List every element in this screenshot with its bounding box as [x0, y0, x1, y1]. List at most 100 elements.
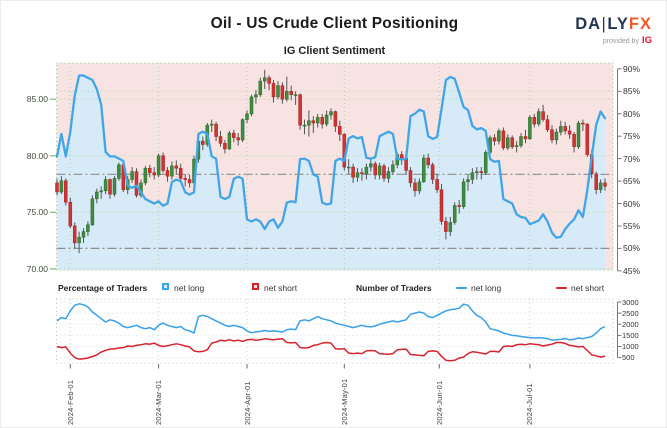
- candle-body: [572, 134, 576, 147]
- candle-body: [519, 136, 523, 146]
- candle-body: [550, 129, 554, 141]
- pct-net-long-swatch: [162, 283, 169, 290]
- count-axis-label: 3000: [622, 297, 639, 307]
- candle-body: [373, 163, 377, 176]
- candle-body: [377, 165, 382, 176]
- candle-body: [470, 172, 475, 180]
- net-long-area: [57, 75, 605, 270]
- count-axis-label: 500: [622, 353, 635, 363]
- candle-body: [245, 113, 249, 120]
- candle-body: [422, 157, 426, 183]
- candle-body: [581, 122, 585, 125]
- candle-body: [532, 117, 537, 125]
- candle-body: [130, 171, 134, 180]
- candle-body: [475, 171, 479, 173]
- candle-body: [209, 123, 214, 126]
- candle-body: [174, 165, 179, 169]
- candle-body: [99, 190, 103, 193]
- candle-body: [329, 111, 333, 116]
- pct-net-short-label: net short: [264, 283, 298, 293]
- candle-body: [112, 178, 117, 195]
- candle-body: [232, 132, 236, 138]
- candle-body: [134, 171, 139, 196]
- pct-axis-label: 70%: [623, 153, 641, 164]
- candle-body: [435, 179, 439, 190]
- candle-body: [448, 222, 453, 232]
- candle-body: [523, 136, 528, 140]
- candle-body: [497, 130, 501, 142]
- candle-body: [95, 191, 99, 200]
- pct-axis-label: 85%: [623, 86, 641, 97]
- candle-body: [262, 77, 267, 82]
- chart-subtitle: IG Client Sentiment: [283, 45, 386, 57]
- candle-body: [413, 182, 417, 192]
- count-axis-label: 1500: [622, 330, 639, 340]
- candle-body: [311, 120, 316, 124]
- candle-body: [249, 96, 254, 115]
- candle-body: [148, 167, 152, 173]
- candle-body: [479, 171, 484, 173]
- lower-plot-border: [56, 298, 614, 364]
- page-title: Oil - US Crude Client Positioning: [210, 15, 459, 32]
- candle-body: [364, 166, 369, 175]
- candle-body: [536, 111, 541, 125]
- candle-body: [86, 224, 90, 232]
- candle-body: [346, 166, 351, 169]
- provided-by-ig: provided by IG: [602, 34, 652, 46]
- net-long-count-line: [56, 303, 606, 341]
- candle-body: [289, 91, 293, 95]
- candle-body: [178, 167, 183, 179]
- candle-body: [280, 85, 285, 100]
- candle-body: [276, 85, 280, 98]
- pct-axis-label: 75%: [623, 131, 641, 142]
- candle-body: [285, 91, 289, 100]
- net-long-pct-line: [55, 74, 607, 239]
- pct-axis-label: 60%: [623, 198, 641, 209]
- candle-body: [598, 182, 603, 190]
- candle-body: [545, 119, 550, 131]
- candle-body: [541, 111, 545, 120]
- candle-body: [603, 182, 607, 187]
- candle-body: [457, 205, 461, 207]
- candle-body: [559, 126, 563, 133]
- pct-net-long-label: net long: [174, 283, 205, 293]
- candle-body: [585, 123, 590, 155]
- candle-body: [315, 117, 320, 124]
- candle-body: [399, 154, 404, 159]
- candle-body: [187, 179, 192, 184]
- pct-axis-label: 80%: [623, 108, 641, 119]
- candle-body: [240, 119, 245, 141]
- date-axis-label: 2024-Apr-01: [242, 381, 252, 425]
- candle-body: [161, 155, 165, 171]
- candle-body: [430, 164, 435, 180]
- candle-body: [214, 123, 218, 137]
- candle-body: [501, 130, 506, 149]
- candle-body: [452, 205, 457, 223]
- candle-body: [320, 117, 324, 125]
- net-short-count-line: [56, 337, 606, 362]
- main-plot-border: [56, 62, 614, 271]
- date-axis-label: 2024-Jun-01: [434, 380, 444, 425]
- pct-axis-label: 90%: [623, 63, 641, 74]
- candle-body: [360, 172, 364, 175]
- candle-body: [408, 170, 413, 184]
- legend-pct-header: Percentage of Traders: [58, 283, 148, 293]
- candle-body: [156, 155, 161, 176]
- count-axis-label: 2000: [622, 319, 639, 329]
- candle-body: [103, 179, 108, 192]
- candle-body: [72, 225, 77, 244]
- candle-body: [576, 122, 581, 148]
- candle-body: [307, 120, 311, 126]
- candle-body: [293, 94, 298, 96]
- count-axis-label: 1000: [622, 342, 639, 351]
- candle-body: [554, 131, 559, 141]
- num-net-short-label: net short: [571, 283, 605, 293]
- candle-body: [55, 182, 59, 193]
- candle-body: [382, 165, 386, 179]
- candle-body: [510, 137, 514, 148]
- date-axis-label: 2024-Jul-01: [525, 383, 535, 425]
- pct-axis-label: 65%: [623, 176, 641, 187]
- dailyfx-logo-text: DA|LYFX: [575, 15, 652, 33]
